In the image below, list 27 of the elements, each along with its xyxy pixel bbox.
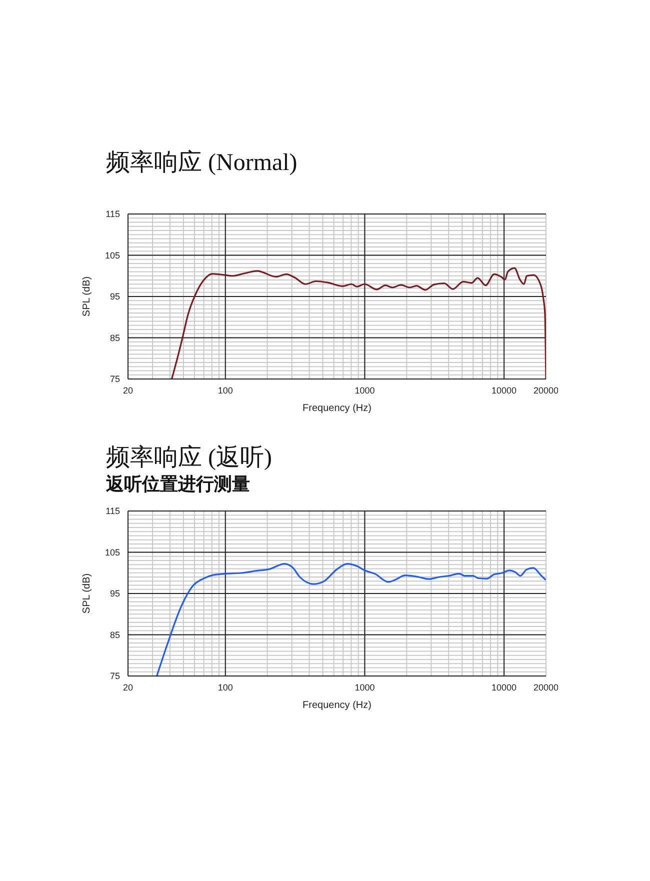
x-tick-label: 10000 <box>492 682 517 692</box>
x-tick-label: 1000 <box>354 385 375 396</box>
x-axis-title: Frequency (Hz) <box>302 700 372 711</box>
x-tick-label: 20000 <box>533 682 559 692</box>
chart-title: 频率响应 (返听) <box>106 444 273 473</box>
x-tick-label: 20 <box>122 385 134 396</box>
y-tick-label: 115 <box>106 506 120 516</box>
x-axis-title: Frequency (Hz) <box>302 403 372 414</box>
y-axis-title: SPL (dB) <box>82 276 93 317</box>
y-tick-label: 95 <box>110 588 120 599</box>
y-tick-label: 75 <box>110 374 120 384</box>
y-tick-label: 85 <box>110 630 120 640</box>
y-axis-title: SPL (dB) <box>82 573 93 614</box>
y-tick-label: 85 <box>110 332 120 343</box>
x-tick-label: 1000 <box>354 682 375 692</box>
y-tick-label: 75 <box>110 671 120 682</box>
chart-title: 频率响应 (Normal) <box>106 148 298 178</box>
chart-subtitle: 返听位置进行测量 <box>106 473 251 497</box>
x-tick-label: 100 <box>218 682 233 692</box>
y-tick-label: 115 <box>106 209 120 220</box>
y-tick-label: 105 <box>104 547 120 558</box>
x-tick-label: 10000 <box>492 385 517 396</box>
x-tick-label: 20 <box>122 682 134 692</box>
y-tick-label: 105 <box>104 250 120 260</box>
y-tick-label: 95 <box>110 292 120 302</box>
x-tick-label: 100 <box>218 385 233 396</box>
x-tick-label: 20000 <box>533 385 559 396</box>
